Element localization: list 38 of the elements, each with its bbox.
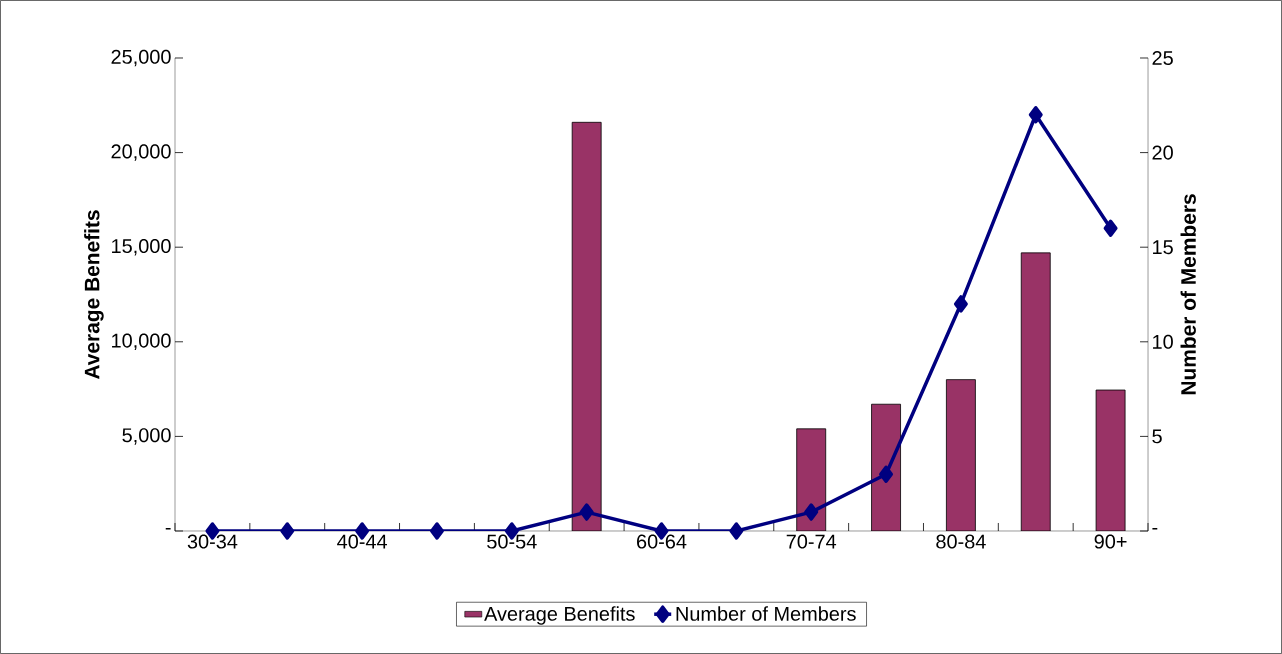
bar xyxy=(1095,389,1126,531)
point xyxy=(1103,219,1118,238)
x-tick-label: 60-64 xyxy=(637,534,687,549)
bar xyxy=(1020,252,1051,531)
point xyxy=(429,522,444,540)
point xyxy=(1028,106,1043,124)
point xyxy=(579,503,594,521)
y2-axis-title: Number of Members xyxy=(1180,194,1196,395)
y2-tick-label: 25 xyxy=(1152,50,1173,66)
y2-tick-label: - xyxy=(1152,527,1158,530)
y-axis-title: Average Benefits xyxy=(84,210,104,380)
bar xyxy=(571,121,602,531)
y-tick-label: 25,000 xyxy=(111,49,171,67)
point xyxy=(804,503,819,521)
point xyxy=(953,295,968,313)
bar xyxy=(945,379,976,531)
y-tick-label: 15,000 xyxy=(112,238,171,256)
x-tick-label: 70-74 xyxy=(786,534,837,549)
y2-tick-label: 15 xyxy=(1153,240,1173,255)
x-tick-label: 80-84 xyxy=(936,534,986,549)
y2-tick-label: 5 xyxy=(1152,429,1162,444)
y-tick-label: - xyxy=(165,527,171,530)
point xyxy=(879,465,894,483)
bar xyxy=(871,403,901,531)
bar xyxy=(796,428,827,531)
x-tick-label: 40-44 xyxy=(337,534,388,549)
x-tick-label: 30-34 xyxy=(187,534,238,549)
y2-tick-label: 20 xyxy=(1152,145,1173,160)
legend-label: Average Benefits xyxy=(484,606,635,625)
x-tick-label: 90+ xyxy=(1094,534,1127,549)
y2-tick-label: 10 xyxy=(1153,334,1173,349)
y-tick-label: 10,000 xyxy=(112,333,171,351)
point xyxy=(280,522,295,540)
y-tick-label: 20,000 xyxy=(111,144,171,161)
x-tick-label: 50-54 xyxy=(487,534,537,549)
y-tick-label: 5,000 xyxy=(122,428,171,445)
legend-label: Number of Members xyxy=(676,606,856,621)
point xyxy=(729,522,744,540)
